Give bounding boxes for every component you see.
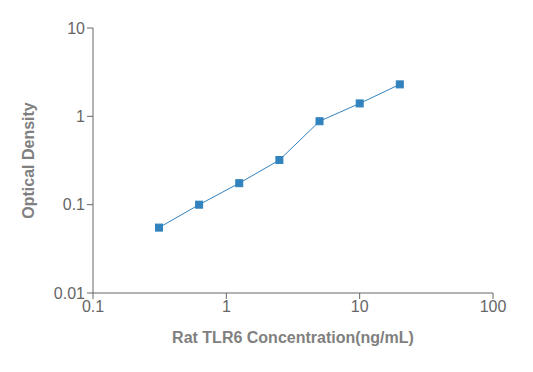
svg-text:Optical Density: Optical Density [20, 102, 37, 219]
svg-text:1: 1 [222, 298, 231, 315]
svg-text:0.1: 0.1 [63, 196, 85, 213]
svg-text:0.1: 0.1 [82, 298, 104, 315]
svg-text:10: 10 [67, 20, 85, 37]
svg-text:100: 100 [480, 298, 507, 315]
svg-text:0.01: 0.01 [54, 285, 85, 302]
svg-text:10: 10 [351, 298, 369, 315]
svg-text:Rat TLR6 Concentration(ng/mL): Rat TLR6 Concentration(ng/mL) [172, 329, 414, 346]
svg-text:1: 1 [76, 108, 85, 125]
